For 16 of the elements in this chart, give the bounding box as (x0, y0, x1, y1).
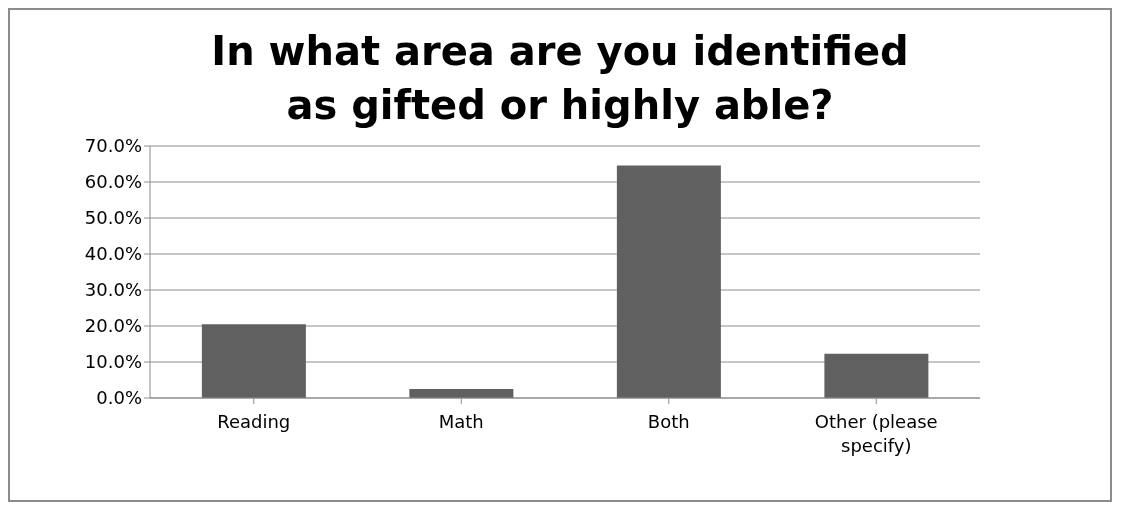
x-tick-label: Other (please specify) (814, 411, 938, 456)
y-tick-label: 50.0% (84, 207, 142, 229)
y-tick-label: 70.0% (84, 135, 142, 157)
x-tick-label: Both (647, 411, 690, 432)
y-tick-label: 0.0% (96, 387, 142, 409)
y-tick-label: 10.0% (84, 351, 142, 373)
y-tick-label: 40.0% (84, 243, 142, 265)
y-tick-label: 60.0% (84, 171, 142, 193)
y-tick-label: 20.0% (84, 315, 142, 337)
y-tick-label: 30.0% (84, 279, 142, 301)
x-tick-label: Reading (217, 411, 291, 432)
x-tick-label: Math (438, 411, 484, 432)
bar (616, 165, 721, 398)
bar (824, 353, 929, 398)
chart-title: In what area are you identified as gifted or highly able? (210, 27, 910, 130)
bar (201, 324, 306, 398)
